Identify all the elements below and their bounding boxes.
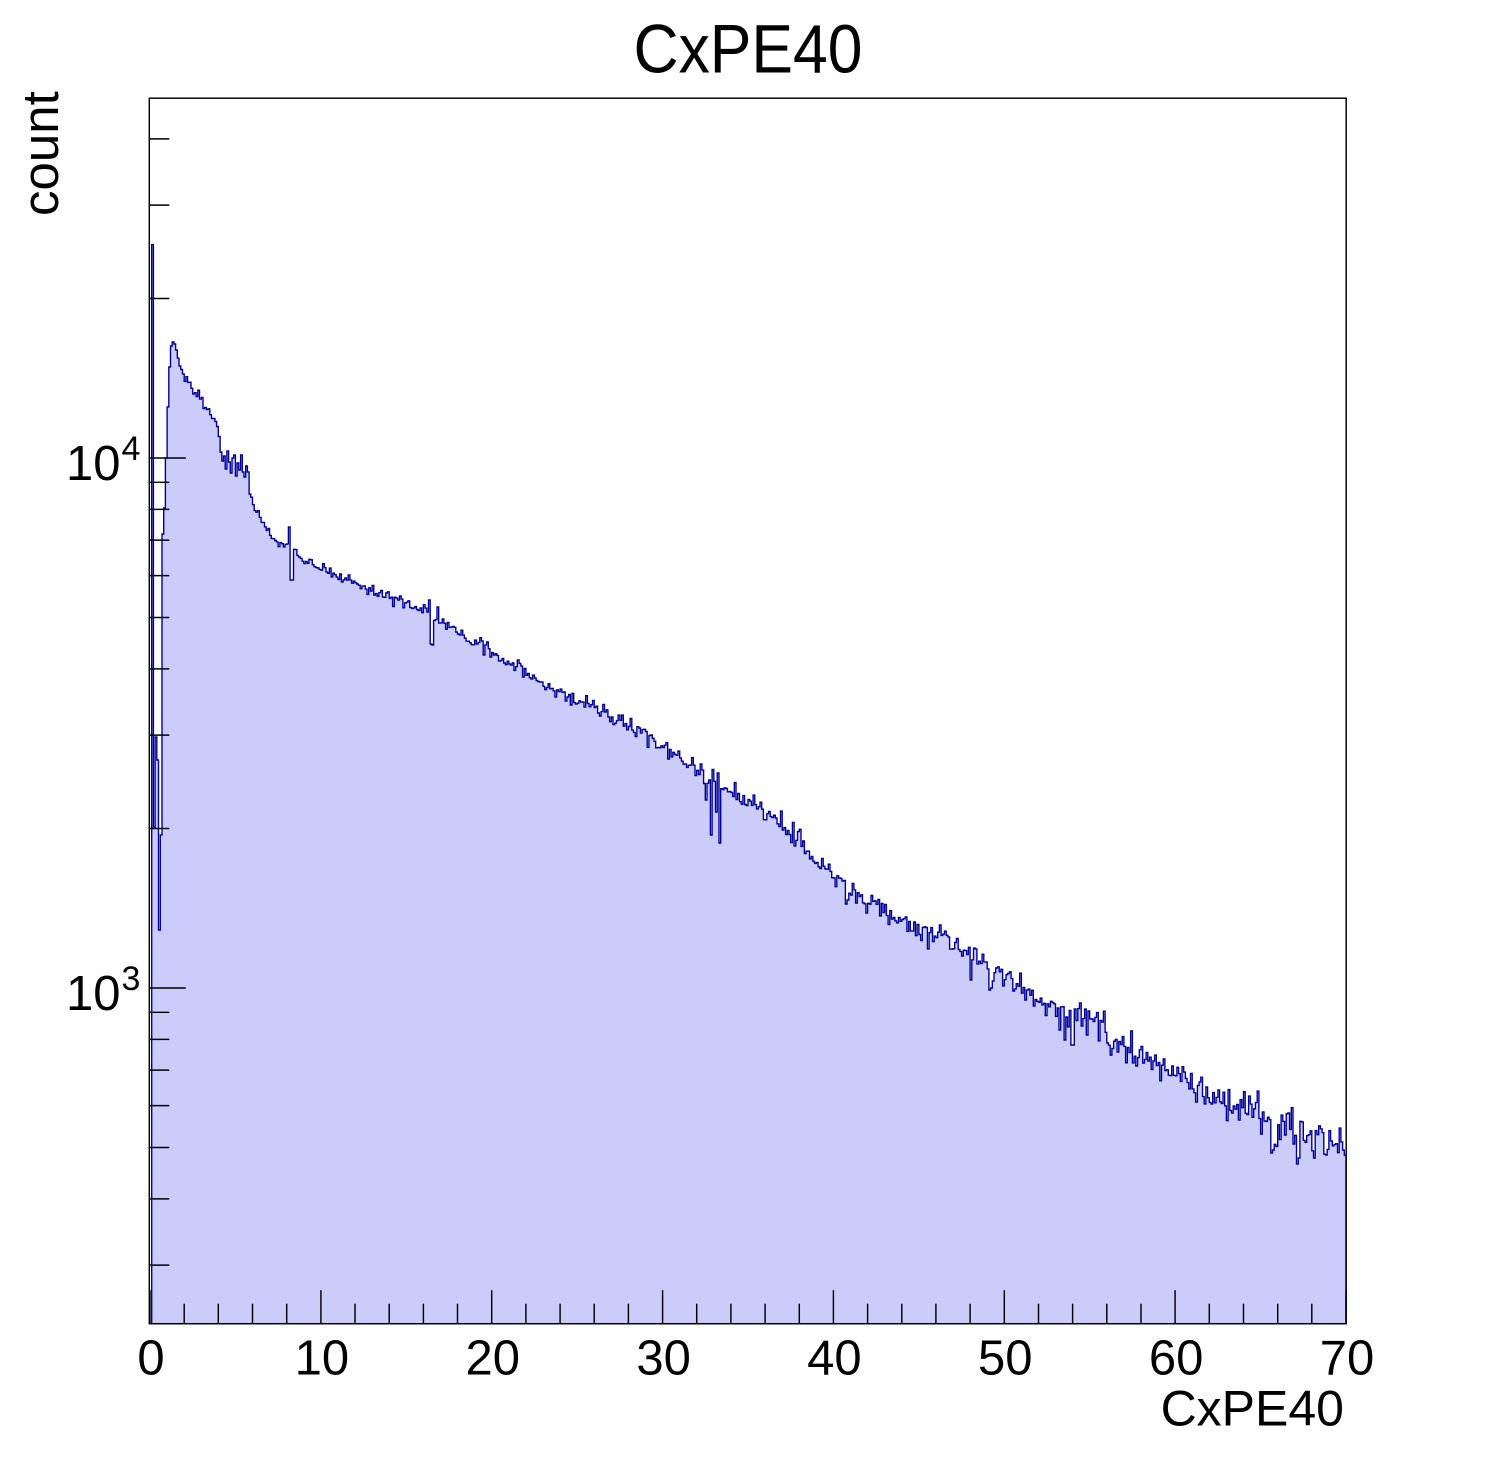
- svg-text:70: 70: [1320, 1332, 1375, 1386]
- svg-text:30: 30: [636, 1332, 691, 1386]
- svg-text:4: 4: [122, 430, 141, 468]
- svg-text:10: 10: [66, 967, 121, 1021]
- svg-text:40: 40: [807, 1332, 862, 1386]
- svg-text:10: 10: [295, 1332, 350, 1386]
- svg-text:count: count: [12, 91, 69, 216]
- svg-text:10: 10: [66, 437, 121, 491]
- svg-text:0: 0: [137, 1332, 164, 1386]
- svg-text:CxPE40: CxPE40: [634, 11, 863, 88]
- svg-text:50: 50: [978, 1332, 1033, 1386]
- svg-text:CxPE40: CxPE40: [1161, 1381, 1344, 1437]
- svg-text:3: 3: [122, 960, 141, 998]
- svg-text:20: 20: [465, 1332, 520, 1386]
- svg-text:60: 60: [1149, 1332, 1204, 1386]
